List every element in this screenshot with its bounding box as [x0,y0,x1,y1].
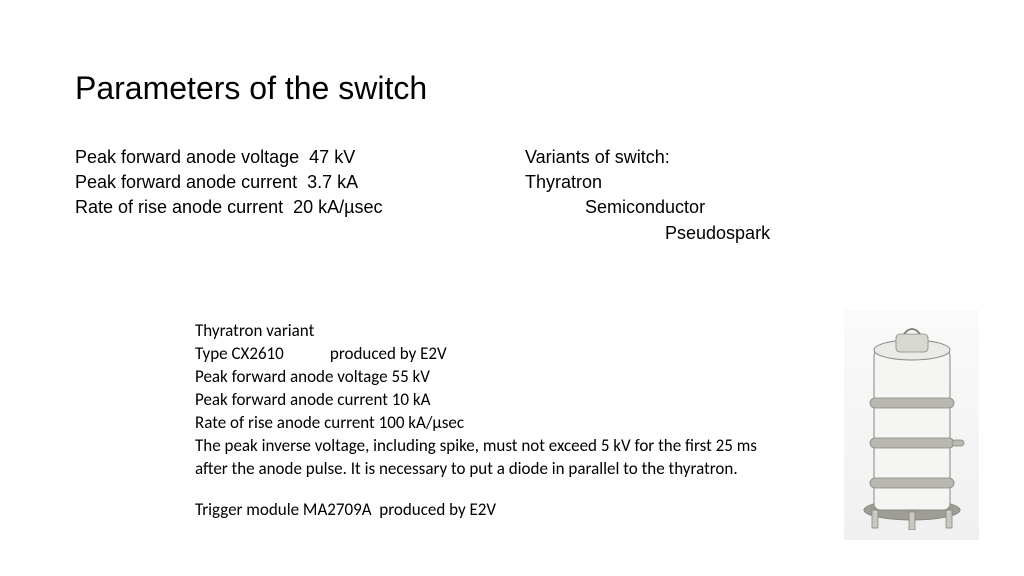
variant-item: Semiconductor [525,195,770,220]
thyratron-line: Thyratron variant [195,320,785,343]
thyratron-trigger-line: Trigger module MA2709A produced by E2V [195,499,785,522]
param-value: 3.7 kA [307,172,358,192]
param-spacer-1 [297,172,307,192]
param-value: 20 kA/µsec [293,197,382,217]
slide-title: Parameters of the switch [75,70,427,107]
param-row: Rate of rise anode current 20 kA/µsec [75,195,383,220]
thyratron-line: Peak forward anode voltage 55 kV [195,366,785,389]
thyratron-device-image [844,310,979,540]
variants-heading: Variants of switch: [525,145,770,170]
thyratron-line: Rate of rise anode current 100 kA/µsec [195,412,785,435]
thyratron-line: Peak forward anode current 10 kA [195,389,785,412]
param-value: 47 kV [309,147,355,167]
parameters-block: Peak forward anode voltage 47 kV Peak fo… [75,145,383,221]
spacer [195,481,785,499]
thyratron-line: Type CX2610 produced by E2V [195,343,785,366]
variant-item: Thyratron [525,170,770,195]
param-row: Peak forward anode voltage 47 kV [75,145,383,170]
param-spacer-0 [299,147,309,167]
variants-block: Variants of switch: Thyratron Semiconduc… [525,145,770,246]
param-label: Peak forward anode current [75,172,297,192]
thyratron-line: The peak inverse voltage, including spik… [195,435,785,481]
param-label: Peak forward anode voltage [75,147,299,167]
thyratron-details-block: Thyratron variant Type CX2610 produced b… [195,320,785,522]
param-row: Peak forward anode current 3.7 kA [75,170,383,195]
thyratron-device-icon [852,320,972,530]
variant-item: Pseudospark [525,221,770,246]
param-spacer-2 [283,197,293,217]
param-label: Rate of rise anode current [75,197,283,217]
